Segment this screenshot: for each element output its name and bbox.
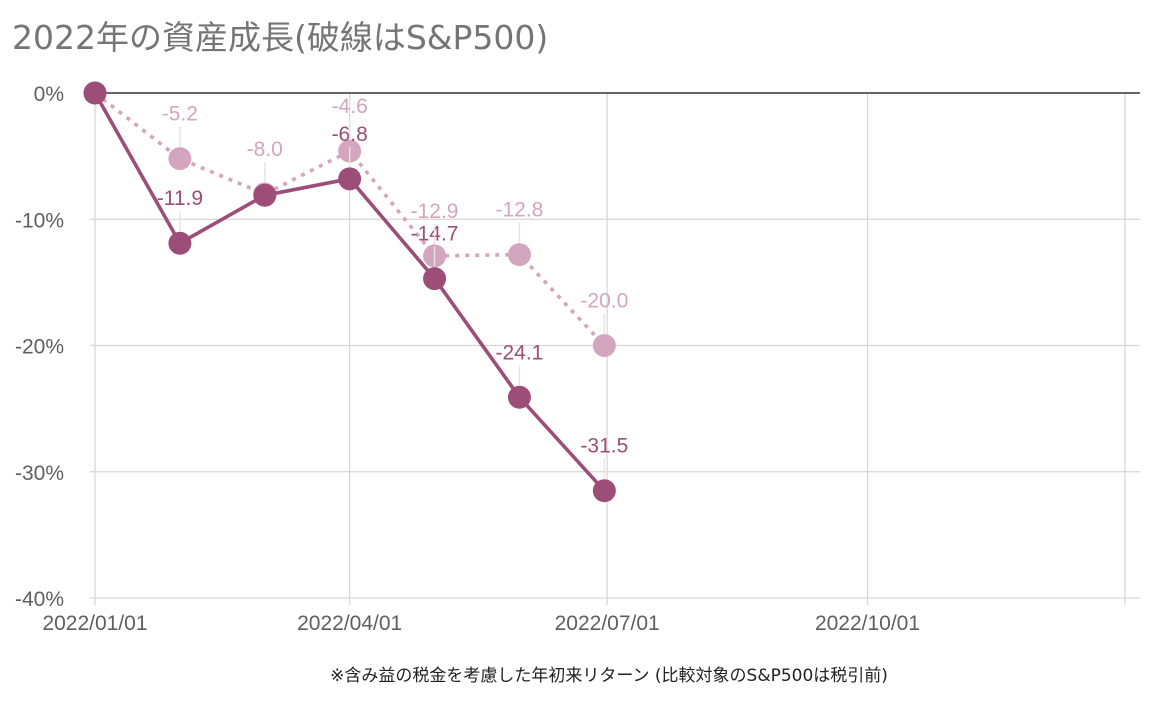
portfolio-point	[423, 267, 447, 291]
y-tick-label: -10%	[15, 209, 64, 232]
portfolio-point	[83, 81, 107, 105]
sp500-data-label: -12.8	[496, 199, 544, 222]
sp500-data-label: -8.0	[247, 138, 283, 161]
sp500-data-label: -20.0	[580, 290, 628, 313]
x-tick-label: 2022/10/01	[815, 612, 920, 635]
sp500-data-label: -12.9	[411, 200, 459, 223]
sp500-data-label: -4.6	[332, 95, 368, 118]
x-tick-label: 2022/01/01	[42, 612, 147, 635]
portfolio-point	[253, 183, 277, 207]
portfolio-point	[507, 385, 531, 409]
x-tick-label: 2022/04/01	[297, 612, 402, 635]
y-tick-label: -20%	[15, 336, 64, 359]
x-tick-label: 2022/07/01	[555, 612, 660, 635]
portfolio-point	[592, 479, 616, 503]
sp500-point	[592, 334, 616, 357]
sp500-point	[168, 147, 192, 171]
y-tick-label: -30%	[15, 462, 64, 485]
portfolio-point	[338, 167, 362, 191]
axes: 0% -10% -20% -30% -40%2022/01/01 2022/04/01 20…	[15, 83, 1140, 635]
series-layer	[83, 81, 616, 503]
data-labels: -11.9-6.8-14.7-24.1-31.5-5.2-8.0-4.6-12.…	[157, 95, 628, 479]
chart-title: 2022年の資産成長(破線はS&P500)	[12, 18, 548, 57]
portfolio-data-label: -11.9	[157, 187, 203, 210]
y-tick-label: 0%	[34, 83, 64, 106]
sp500-point	[507, 243, 531, 267]
portfolio-data-label: -24.1	[496, 341, 544, 364]
y-tick-label: -40%	[15, 588, 64, 611]
portfolio-point	[168, 231, 192, 255]
portfolio-data-label: -31.5	[580, 435, 628, 458]
portfolio-series	[83, 81, 616, 503]
sp500-data-label: -5.2	[162, 103, 198, 126]
chart-footnote: ※含み益の税金を考慮した年初来リターン (比較対象のS&P500は税引前)	[330, 666, 888, 686]
